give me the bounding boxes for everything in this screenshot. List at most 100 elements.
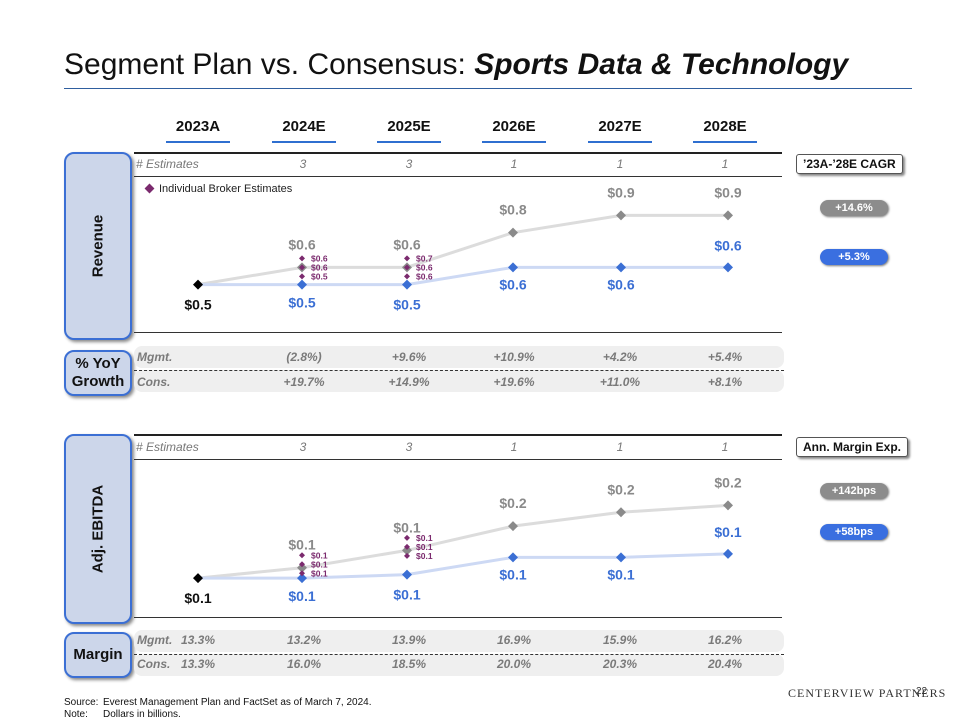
yoy-cons-2025e: +14.9%	[388, 375, 430, 389]
ebitda-mgmt-margin-badge: +58bps	[820, 524, 888, 540]
brand-logo: CENTERVIEW PARTNERS	[788, 686, 947, 700]
revenue-broker-label-2024E-1: $0.6	[311, 262, 328, 272]
year-header-2025e: 2025E	[371, 118, 447, 143]
margin-mgmt-2026e: 16.9%	[496, 633, 532, 647]
ebitda-estimates-rule	[134, 459, 782, 460]
yoy-mgmt-2024e: (2.8%)	[286, 350, 322, 364]
revenue-mgmt-label-2025E: $0.5	[393, 297, 420, 313]
revenue-broker-point-2025E-0	[404, 255, 410, 262]
revenue-broker-point-2024E-1	[299, 264, 305, 271]
revenue-broker-point-2024E-0	[299, 255, 305, 262]
margin-cons-2024e: 16.0%	[286, 657, 322, 671]
margin-mgmt-2027e: 15.9%	[602, 633, 638, 647]
page-number: 22	[916, 686, 928, 697]
yoy-cons-2024e: +19.7%	[283, 375, 325, 389]
revenue-mgmt-point-2026E	[508, 262, 518, 273]
revenue-broker-point-2024E-2	[299, 273, 305, 280]
broker-legend: Individual Broker Estimates	[144, 183, 292, 195]
ebitda-consensus-label-2027E: $0.2	[607, 481, 634, 497]
revenue-consensus-label-2027E: $0.9	[607, 184, 634, 200]
revenue-broker-label-2024E-2: $0.5	[311, 271, 328, 281]
ebitda-broker-point-2024E-0	[299, 552, 305, 559]
margin-mgmt-2023a: 13.3%	[180, 633, 216, 647]
ebitda-mgmt-point-2023A	[193, 573, 203, 584]
margin-cons-2028e: 20.4%	[707, 657, 743, 671]
margin-cons-label: Cons.	[137, 657, 171, 671]
margin-mgmt-2028e: 16.2%	[707, 633, 743, 647]
margin-cons-2023a: 13.3%	[180, 657, 216, 671]
revenue-broker-label-2025E-0: $0.7	[416, 253, 433, 263]
ebitda-broker-label-2025E-1: $0.1	[416, 542, 433, 552]
ebitda-broker-label-2024E-2: $0.1	[311, 568, 328, 578]
revenue-mgmt-point-2027E	[616, 262, 626, 273]
revenue-mgmt-line	[198, 265, 728, 287]
ebitda-broker-point-2025E-0	[404, 534, 410, 541]
ebitda-mgmt-point-2024E	[297, 573, 307, 584]
year-header-2023a: 2023A	[160, 118, 236, 143]
revenue-estimates-2027e: 1	[616, 157, 624, 171]
ebitda-broker-label-2025E-2: $0.1	[416, 551, 433, 561]
revenue-broker-label-2025E-1: $0.6	[416, 262, 433, 272]
ebitda-broker-label-2025E-0: $0.1	[416, 533, 433, 543]
revenue-mgmt-label-2024E: $0.5	[288, 295, 315, 311]
yoy-mgmt-band	[134, 346, 784, 368]
ebitda-consensus-point-2028E	[723, 500, 733, 511]
revenue-estimates-label: # Estimates	[136, 157, 199, 171]
revenue-mgmt-point-2025E	[402, 279, 412, 290]
year-header-2027e: 2027E	[582, 118, 658, 143]
revenue-section-label: Revenue	[64, 152, 132, 340]
ebitda-estimates-2025e: 3	[405, 440, 413, 454]
revenue-consensus-point-2027E	[616, 210, 626, 221]
ebitda-estimates-2024e: 3	[299, 440, 307, 454]
revenue-top-rule	[134, 152, 782, 154]
ebitda-estimates-label: # Estimates	[136, 440, 199, 454]
revenue-mgmt-label-2023A: $0.5	[184, 297, 211, 313]
revenue-mgmt-point-2024E	[297, 279, 307, 290]
revenue-broker-label-2024E-0: $0.6	[311, 253, 328, 263]
ebitda-mgmt-label-2025E: $0.1	[393, 587, 420, 603]
revenue-consensus-point-2026E	[508, 227, 518, 238]
ebitda-broker-point-2025E-1	[404, 543, 410, 550]
yoy-divider	[134, 370, 784, 371]
revenue-broker-label-2025E-2: $0.6	[416, 271, 433, 281]
ebitda-broker-label-2024E-0: $0.1	[311, 550, 328, 560]
ebitda-mgmt-label-2024E: $0.1	[288, 588, 315, 604]
ebitda-broker-label-2024E-1: $0.1	[311, 559, 328, 569]
yoy-cons-2026e: +19.6%	[493, 375, 535, 389]
revenue-mgmt-label-2026E: $0.6	[499, 276, 526, 292]
footer-notes: Source: Everest Management Plan and FactS…	[64, 697, 371, 721]
revenue-estimates-rule	[134, 176, 782, 177]
ebitda-consensus-label-2024E: $0.1	[288, 537, 315, 553]
yoy-mgmt-2027e: +4.2%	[602, 350, 638, 364]
margin-mgmt-label: Mgmt.	[137, 633, 173, 647]
revenue-consensus-label-2026E: $0.8	[499, 202, 526, 218]
yoy-cons-2027e: +11.0%	[599, 375, 641, 389]
revenue-broker-point-2025E-1	[404, 264, 410, 271]
revenue-cons-cagr-badge: +14.6%	[820, 200, 888, 216]
ebitda-broker-point-2024E-1	[299, 561, 305, 568]
ebitda-bottom-rule	[134, 617, 782, 618]
ebitda-estimates-2026e: 1	[510, 440, 518, 454]
ebitda-mgmt-line	[198, 552, 729, 580]
ebitda-section-label: Adj. EBITDA	[64, 434, 132, 624]
ebitda-mgmt-label-2023A: $0.1	[184, 590, 211, 606]
ebitda-mgmt-point-2025E	[402, 569, 412, 580]
title-plain: Segment Plan vs. Consensus:	[64, 48, 475, 81]
revenue-consensus-label-2028E: $0.9	[714, 184, 741, 200]
revenue-consensus-label-2024E: $0.6	[288, 236, 315, 252]
yoy-mgmt-2026e: +10.9%	[493, 350, 535, 364]
ebitda-consensus-point-2024E	[297, 562, 307, 573]
ebitda-consensus-point-2025E	[402, 545, 412, 556]
ebitda-consensus-label-2028E: $0.2	[714, 474, 741, 490]
ebitda-consensus-line	[197, 503, 729, 580]
ebitda-consensus-label-2025E: $0.1	[393, 519, 420, 535]
source-text: Everest Management Plan and FactSet as o…	[103, 697, 372, 708]
revenue-estimates-2024e: 3	[299, 157, 307, 171]
revenue-consensus-label-2025E: $0.6	[393, 236, 420, 252]
revenue-mgmt-point-2023A	[193, 279, 203, 290]
year-header-2026e: 2026E	[476, 118, 552, 143]
margin-cons-2025e: 18.5%	[391, 657, 427, 671]
yoy-cons-band	[134, 370, 784, 392]
page-title: Segment Plan vs. Consensus: Sports Data …	[64, 48, 848, 82]
